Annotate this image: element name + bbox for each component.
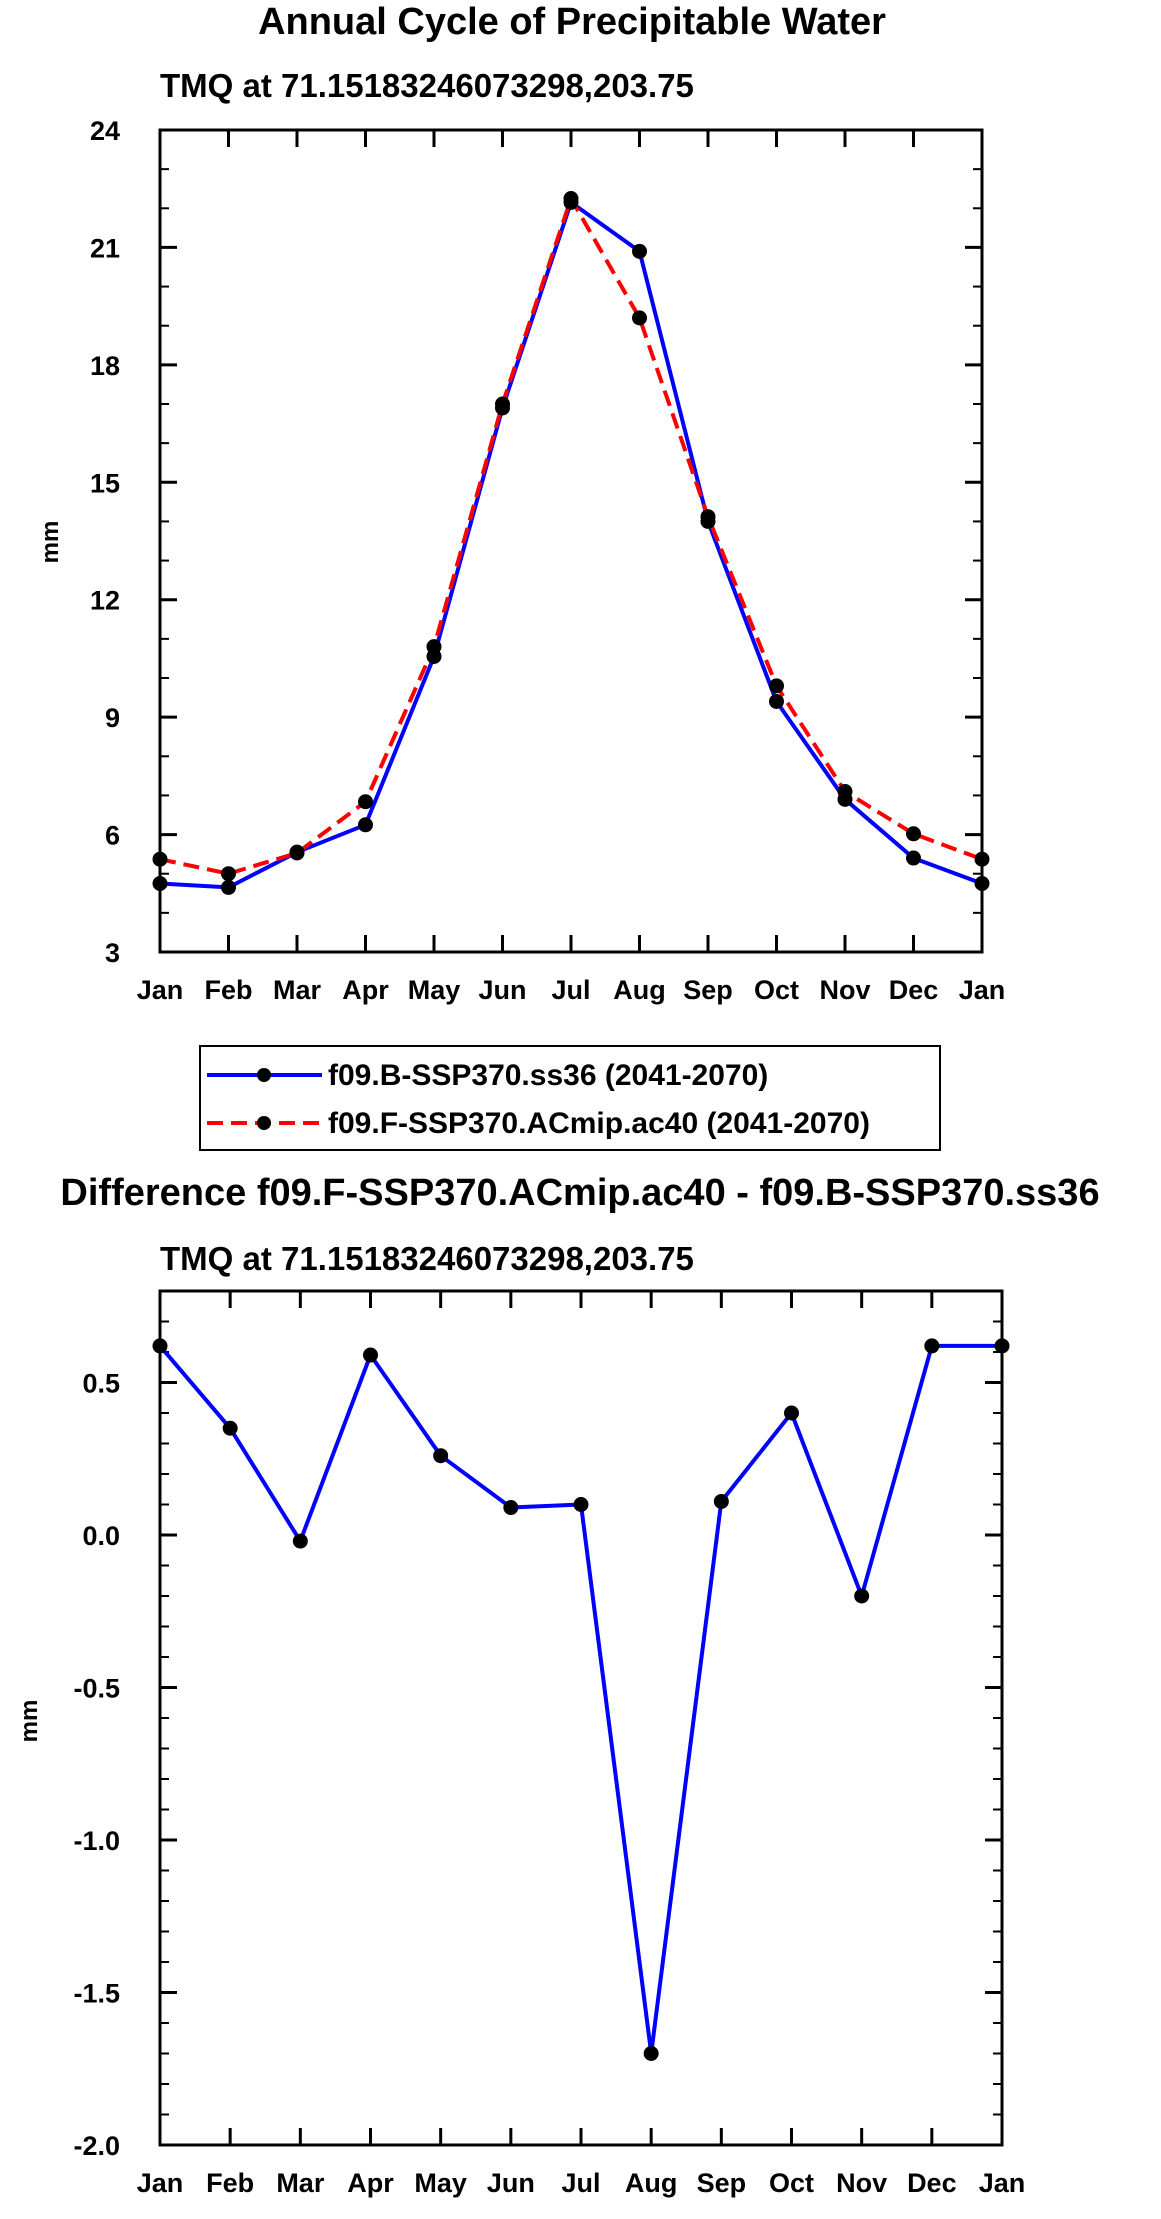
x-tick-labels: Jan Feb Mar Apr May Jun Jul Aug Sep Oct Nov Dec Jan bbox=[137, 2168, 1026, 2198]
x-tick-label-apr: Apr bbox=[347, 2168, 394, 2198]
x-tick-label-nov: Nov bbox=[819, 975, 870, 1005]
series-line-1 bbox=[158, 1343, 1002, 2056]
axis-ticks bbox=[158, 1290, 1004, 2147]
data-point-s1-7 bbox=[632, 243, 647, 259]
y-tick-labels: -2.0 -1.5 -1.0 -0.5 0.0 0.5 bbox=[73, 1369, 120, 2162]
x-tick-label-oct: Oct bbox=[769, 2168, 814, 2198]
x-tick-label-dec: Dec bbox=[889, 975, 939, 1005]
data-point-s2-5 bbox=[495, 396, 510, 412]
x-tick-label-dec: Dec bbox=[907, 2168, 957, 2198]
data-point-s2-10 bbox=[837, 784, 853, 800]
data-point-s2-1 bbox=[221, 866, 236, 882]
y-tick-label-21: 21 bbox=[90, 233, 120, 263]
x-tick-label-jan: Jan bbox=[137, 2168, 184, 2198]
data-point-s1-11 bbox=[906, 850, 921, 866]
y-tick-label-9: 9 bbox=[105, 703, 120, 733]
x-tick-label-mar: Mar bbox=[276, 2168, 325, 2198]
chart-subtitle: TMQ at 71.15183246073298,203.75 bbox=[160, 1240, 694, 1277]
x-tick-label-oct: Oct bbox=[754, 975, 799, 1005]
legend: f09.B-SSP370.ss36 (2041-2070) f09.F-SSP3… bbox=[199, 1045, 941, 1151]
data-point-s2-3 bbox=[358, 794, 373, 810]
x-tick-label-mar: Mar bbox=[273, 975, 322, 1005]
x-tick-label-jun: Jun bbox=[478, 975, 526, 1005]
data-point-s1-11 bbox=[924, 1338, 940, 1354]
data-point-s1-1 bbox=[221, 879, 236, 895]
x-tick-label-jul: Jul bbox=[551, 975, 590, 1005]
x-tick-label-feb: Feb bbox=[204, 975, 252, 1005]
series-line-1 bbox=[159, 200, 983, 890]
x-tick-label-jan: Jan bbox=[137, 975, 184, 1005]
data-point-s1-7 bbox=[643, 2046, 659, 2061]
y-tick-label-12: 12 bbox=[90, 586, 120, 616]
y-tick-label-18: 18 bbox=[90, 351, 120, 381]
y-tick-label-1-5: -1.5 bbox=[73, 1979, 120, 2009]
x-tick-label-apr: Apr bbox=[342, 975, 389, 1005]
x-tick-label-jun: Jun bbox=[487, 2168, 535, 2198]
y-tick-label-0-5: -0.5 bbox=[73, 1674, 120, 1704]
data-point-s1-9 bbox=[784, 1405, 799, 1421]
legend-marker-solid bbox=[257, 1068, 271, 1082]
x-tick-label-jul: Jul bbox=[561, 2168, 600, 2198]
data-point-s2-7 bbox=[632, 310, 647, 326]
y-tick-label-24: 24 bbox=[90, 116, 120, 146]
plot-frame bbox=[158, 1289, 1004, 2147]
y-axis-label: mm bbox=[37, 521, 64, 564]
x-tick-label-aug: Aug bbox=[625, 2168, 677, 2198]
legend-entry-1: f09.B-SSP370.ss36 (2041-2070) bbox=[328, 1059, 768, 1092]
x-tick-label-sep: Sep bbox=[683, 975, 733, 1005]
legend-box bbox=[199, 1045, 941, 1151]
data-point-s2-2 bbox=[289, 845, 305, 861]
x-tick-labels: Jan Feb Mar Apr May Jun Jul Aug Sep Oct Nov Dec Jan bbox=[137, 975, 1006, 1005]
x-tick-label-aug: Aug bbox=[613, 975, 665, 1005]
data-point-s1-5 bbox=[503, 1500, 519, 1516]
data-point-s2-8 bbox=[700, 509, 716, 525]
data-point-s1-9 bbox=[769, 693, 784, 709]
data-point-s1-10 bbox=[854, 1588, 870, 1604]
series-points bbox=[152, 191, 990, 895]
data-point-s1-4 bbox=[433, 1448, 449, 1464]
x-tick-label-nov: Nov bbox=[836, 2168, 887, 2198]
x-tick-label-jan: Jan bbox=[979, 2168, 1026, 2198]
data-point-s1-2 bbox=[292, 1533, 308, 1549]
y-tick-label-0-5: 0.5 bbox=[82, 1369, 120, 1399]
legend-entry-2: f09.F-SSP370.ACmip.ac40 (2041-2070) bbox=[328, 1107, 870, 1140]
y-tick-label-15: 15 bbox=[90, 468, 120, 498]
data-point-s2-9 bbox=[769, 678, 784, 694]
legend-marker-dashed bbox=[257, 1116, 271, 1130]
chart-annual-cycle: Annual Cycle of Precipitable Water TMQ a… bbox=[37, 1, 1005, 1005]
y-tick-label-6: 6 bbox=[105, 821, 120, 851]
series-line-2 bbox=[159, 196, 983, 876]
data-point-s1-3 bbox=[358, 817, 373, 833]
y-tick-label-2-0: -2.0 bbox=[73, 2131, 120, 2161]
x-tick-label-may: May bbox=[408, 975, 461, 1005]
data-point-s2-11 bbox=[906, 826, 921, 842]
y-tick-label-1-0: -1.0 bbox=[73, 1826, 120, 1856]
data-point-s1-8 bbox=[713, 1493, 729, 1509]
x-tick-label-jan: Jan bbox=[959, 975, 1006, 1005]
y-tick-labels: 3 6 9 12 15 18 21 24 bbox=[90, 116, 120, 968]
chart-title: Difference f09.F-SSP370.ACmip.ac40 - f09… bbox=[60, 1172, 1099, 1214]
series-lines bbox=[158, 1343, 1002, 2056]
data-point-s1-3 bbox=[363, 1347, 378, 1363]
data-point-s2-6 bbox=[563, 191, 579, 206]
chart-title: Annual Cycle of Precipitable Water bbox=[258, 1, 886, 43]
data-point-s2-4 bbox=[426, 639, 442, 655]
y-axis-label: mm bbox=[16, 1700, 43, 1743]
y-tick-label-3: 3 bbox=[105, 938, 120, 968]
data-point-s1-1 bbox=[222, 1420, 238, 1436]
chart-difference: Difference f09.F-SSP370.ACmip.ac40 - f09… bbox=[16, 1172, 1100, 2198]
x-tick-label-feb: Feb bbox=[206, 2168, 254, 2198]
y-tick-label-0-0: 0.0 bbox=[82, 1521, 120, 1551]
plot-frame bbox=[158, 128, 984, 954]
x-tick-label-sep: Sep bbox=[697, 2168, 747, 2198]
axis-ticks bbox=[158, 128, 984, 954]
chart-subtitle: TMQ at 71.15183246073298,203.75 bbox=[160, 67, 694, 104]
series-points bbox=[152, 1338, 1010, 2061]
data-point-s1-6 bbox=[573, 1497, 589, 1512]
x-tick-label-may: May bbox=[414, 2168, 467, 2198]
series-lines bbox=[159, 196, 983, 890]
